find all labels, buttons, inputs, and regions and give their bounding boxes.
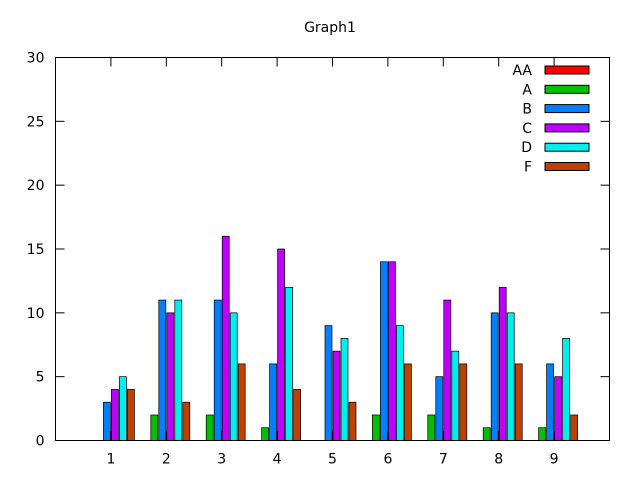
bar-c-9 — [554, 376, 562, 441]
bar-d-7 — [451, 350, 460, 441]
bar-d-2 — [174, 299, 183, 441]
bar-b-5 — [324, 325, 333, 441]
bar-f-2 — [182, 401, 191, 441]
bar-d-6 — [396, 325, 404, 441]
bars-layer — [103, 235, 578, 441]
bar-d-1 — [119, 376, 127, 441]
bar-c-1 — [111, 389, 119, 441]
y-tick-label: 30 — [27, 51, 45, 67]
x-tick-label: 5 — [328, 452, 337, 468]
bar-f-4 — [293, 389, 301, 441]
bar-b-8 — [490, 312, 499, 441]
bar-b-4 — [269, 363, 277, 441]
y-tick-label: 5 — [36, 370, 45, 386]
legend-swatch-b — [544, 104, 590, 114]
x-tick-label: 1 — [106, 452, 115, 468]
legend-swatch-aa — [544, 65, 590, 75]
y-tick-label: 20 — [27, 178, 45, 194]
bar-f-9 — [570, 414, 578, 441]
legend-label-c: C — [522, 121, 532, 137]
bar-c-5 — [332, 350, 341, 441]
x-tick-label: 7 — [439, 452, 448, 468]
bar-d-3 — [229, 312, 238, 441]
bar-b-9 — [546, 363, 554, 441]
bar-d-9 — [562, 338, 570, 441]
legend-swatch-f — [544, 162, 590, 171]
legend-swatch-c — [544, 123, 590, 133]
bar-a-7 — [427, 414, 436, 441]
legend-swatch-d — [544, 142, 590, 152]
bar-f-6 — [404, 363, 412, 441]
x-tick-label: 3 — [217, 452, 226, 468]
bar-c-3 — [221, 235, 230, 441]
y-tick-label: 10 — [27, 306, 45, 322]
legend-label-a: A — [522, 82, 532, 98]
bar-f-8 — [514, 363, 523, 441]
bar-d-4 — [285, 286, 293, 441]
bar-b-6 — [380, 261, 388, 441]
bar-a-8 — [482, 427, 491, 441]
y-tick-label: 15 — [27, 242, 45, 258]
bar-a-2 — [150, 414, 159, 441]
bar-a-6 — [372, 414, 380, 441]
legend-swatch-a — [544, 84, 590, 94]
bar-f-5 — [348, 401, 357, 441]
bar-b-3 — [213, 299, 222, 441]
bar-f-7 — [459, 363, 468, 441]
bar-b-1 — [103, 401, 111, 441]
y-tick-label: 0 — [36, 434, 45, 450]
legend-label-b: B — [522, 102, 532, 118]
bar-c-2 — [166, 312, 175, 441]
x-tick-label: 9 — [550, 452, 559, 468]
x-tick-label: 8 — [494, 452, 503, 468]
legend-label-f: F — [524, 160, 532, 176]
y-tick-label: 25 — [27, 114, 45, 130]
bar-a-9 — [538, 427, 546, 441]
bar-d-5 — [340, 338, 349, 441]
legend-label-aa: AA — [512, 63, 532, 79]
bar-a-3 — [205, 414, 214, 441]
bar-a-4 — [261, 427, 269, 441]
bar-f-1 — [127, 389, 135, 441]
bar-c-6 — [388, 261, 396, 441]
axes-layer: 0 5 10 15 20 25 30 1 2 3 4 5 6 7 8 9 — [27, 51, 610, 468]
bar-c-4 — [277, 248, 285, 441]
bar-b-2 — [158, 299, 167, 441]
bar-c-7 — [443, 299, 452, 441]
x-tick-label: 6 — [383, 452, 392, 468]
chart-title: Graph1 — [304, 20, 356, 36]
bar-b-7 — [435, 376, 444, 441]
bar-c-8 — [498, 286, 507, 441]
bar-f-3 — [237, 363, 246, 441]
x-tick-label: 2 — [162, 452, 171, 468]
x-tick-label: 4 — [273, 452, 282, 468]
bar-d-8 — [506, 312, 515, 441]
legend-label-d: D — [521, 140, 532, 156]
